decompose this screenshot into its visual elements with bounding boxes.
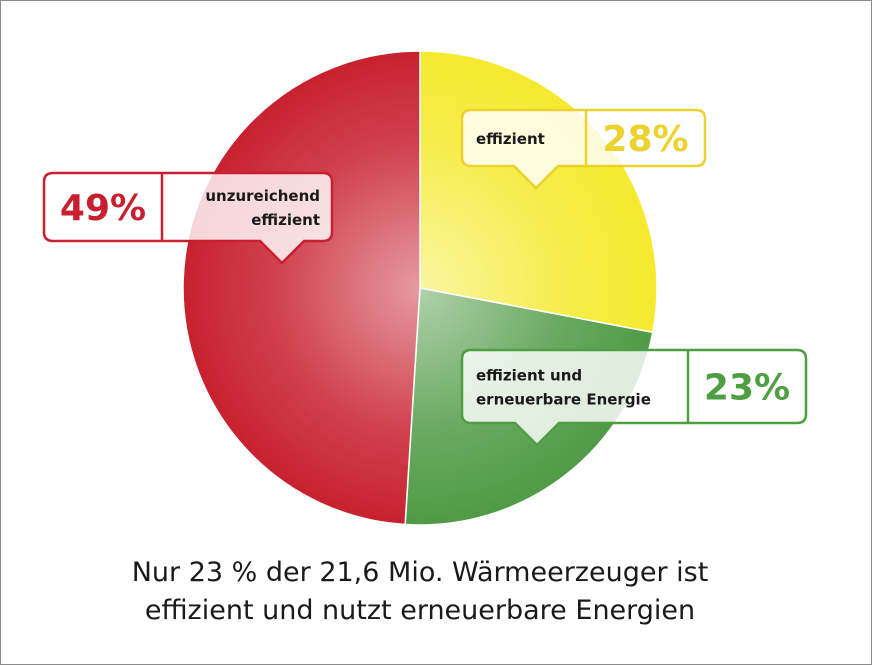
slice-value-label: 49% (60, 188, 146, 229)
callout-box (42, 171, 334, 265)
callout-box (460, 348, 808, 447)
slice-value-label: 28% (602, 119, 688, 160)
callout-0: effizient 28% (460, 108, 707, 190)
slice-label: effizient und (476, 367, 582, 385)
callout-1: effizient und erneuerbare Energie 23% (460, 348, 808, 447)
chart-title-line-1: Nur 23 % der 21,6 Mio. Wärmeerzeuger ist (131, 557, 709, 588)
callout-2: unzureichend effizient 49% (42, 171, 334, 265)
slice-label: effizient (251, 211, 320, 229)
slice-label: erneuerbare Energie (476, 391, 651, 409)
slice-label: unzureichend (205, 187, 320, 205)
slice-value-label: 23% (704, 368, 790, 409)
callout-box (460, 108, 707, 190)
slice-label: effizient (476, 130, 545, 148)
chart-title-line-2: effizient und nutzt erneuerbare Energien (144, 595, 696, 626)
